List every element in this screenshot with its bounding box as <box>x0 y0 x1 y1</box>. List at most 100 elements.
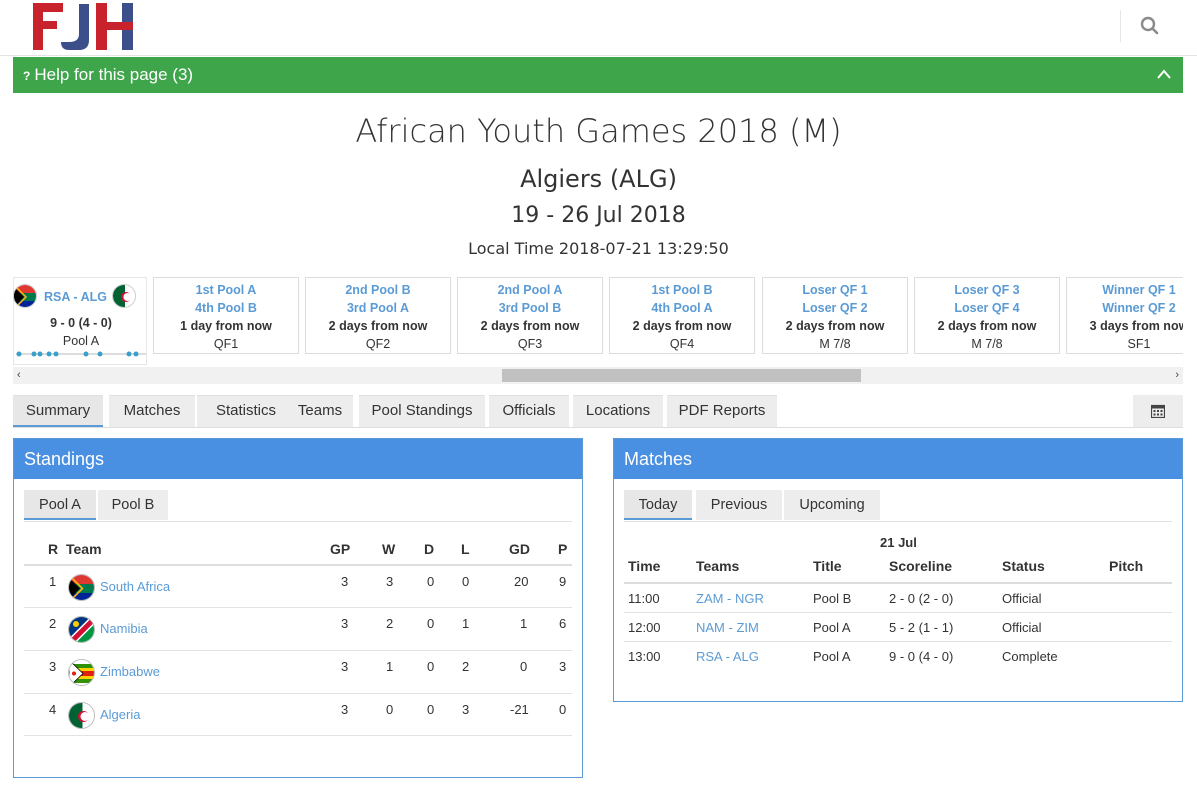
header-divider <box>1120 10 1121 42</box>
d: 0 <box>427 616 435 631</box>
gd: -21 <box>510 702 529 717</box>
tab-pool-standings[interactable]: Pool Standings <box>359 395 485 427</box>
fixture-when: 1 day from now <box>180 319 272 333</box>
fixture-team-a[interactable]: Loser QF 3 <box>954 283 1020 297</box>
fixture-team-b[interactable]: Loser QF 4 <box>954 301 1020 315</box>
team-link[interactable]: Zimbabwe <box>100 664 160 679</box>
col-w: W <box>382 541 396 557</box>
tab-upcoming[interactable]: Upcoming <box>784 490 880 520</box>
fixture-team-a[interactable]: 2nd Pool B <box>345 283 411 297</box>
goal-timeline <box>16 351 146 357</box>
rank: 3 <box>49 659 57 674</box>
flag-namibia-icon <box>68 616 95 643</box>
team-link[interactable]: Namibia <box>100 621 148 636</box>
gp: 3 <box>341 616 349 631</box>
help-bar[interactable]: ? Help for this page (3) <box>13 57 1183 93</box>
tab-matches[interactable]: Matches <box>109 395 195 427</box>
event-location: Algiers (ALG) <box>520 165 677 193</box>
col-d: D <box>424 541 435 557</box>
match-teams-link[interactable]: RSA - ALG <box>696 649 759 664</box>
w: 1 <box>386 659 394 674</box>
match-title: Pool A <box>813 649 851 664</box>
team-link[interactable]: Algeria <box>100 707 141 722</box>
rank: 1 <box>49 574 57 589</box>
tab-teams[interactable]: Teams <box>287 395 353 427</box>
tab-summary[interactable]: Summary <box>13 395 103 427</box>
calendar-button[interactable] <box>1133 395 1183 427</box>
calendar-icon <box>1151 404 1165 418</box>
col-rank: R <box>48 541 59 557</box>
matches-panel: Matches Today Previous Upcoming 21 Jul T… <box>613 438 1183 702</box>
fixture-team-b[interactable]: 4th Pool B <box>195 301 257 315</box>
fixture-code: M 7/8 <box>971 337 1003 351</box>
fixture-team-b[interactable]: 4th Pool A <box>651 301 713 315</box>
match-title: Pool A <box>813 620 851 635</box>
match-time: 11:00 <box>628 591 660 606</box>
fixture-when: 2 days from now <box>785 319 885 333</box>
tab-statistics[interactable]: Statistics <box>197 395 295 427</box>
fixture-code: QF4 <box>669 337 695 351</box>
tab-pool-b[interactable]: Pool B <box>98 490 168 520</box>
current-match-card[interactable]: RSA - ALG 9 - 0 (4 - 0) Pool A <box>13 277 147 365</box>
match-teams-link[interactable]: ZAM - NGR <box>696 591 764 606</box>
strip-scrollbar[interactable]: ‹ › <box>13 367 1183 384</box>
standings-heading: Standings <box>14 439 582 479</box>
chevron-up-icon[interactable] <box>1157 69 1171 79</box>
fixture-team-b[interactable]: Winner QF 2 <box>1102 301 1176 315</box>
fixture-team-a[interactable]: Winner QF 1 <box>1102 283 1176 297</box>
gp: 3 <box>341 702 349 717</box>
fixture-team-a[interactable]: 1st Pool A <box>195 283 257 297</box>
fih-logo[interactable] <box>33 2 135 52</box>
gd: 20 <box>514 574 529 589</box>
match-status: Official <box>1002 591 1042 606</box>
col-l: L <box>461 541 470 557</box>
fixture-card[interactable]: 1st Pool B 4th Pool A 2 days from now QF… <box>609 277 755 354</box>
fixture-code: QF2 <box>365 337 391 351</box>
l: 1 <box>462 616 470 631</box>
fixture-card[interactable]: Winner QF 1 Winner QF 2 3 days from now … <box>1066 277 1183 354</box>
table-row: 3 Zimbabwe 3 1 0 2 0 3 <box>24 650 572 693</box>
fixture-card[interactable]: 1st Pool A 4th Pool B 1 day from now QF1 <box>153 277 299 354</box>
table-row: 12:00 NAM - ZIM Pool A 5 - 2 (1 - 1) Off… <box>624 612 1172 641</box>
team-link[interactable]: South Africa <box>100 579 171 594</box>
tab-pdf-reports[interactable]: PDF Reports <box>667 395 777 427</box>
rank: 2 <box>49 616 57 631</box>
gp: 3 <box>341 574 349 589</box>
current-match-teams: RSA - ALG <box>13 284 148 310</box>
col-scoreline: Scoreline <box>889 558 953 574</box>
table-row: 4 Algeria 3 0 0 3 -21 0 <box>24 693 572 736</box>
event-title: African Youth Games 2018 (M) <box>355 112 842 150</box>
scroll-left-icon[interactable]: ‹ <box>17 369 21 381</box>
tab-pool-a[interactable]: Pool A <box>24 490 96 520</box>
gd: 1 <box>520 616 528 631</box>
flag-alg-icon <box>112 284 136 308</box>
fixture-team-a[interactable]: Loser QF 1 <box>802 283 868 297</box>
fixture-team-a[interactable]: 1st Pool B <box>651 283 713 297</box>
fixture-team-b[interactable]: Loser QF 2 <box>802 301 868 315</box>
fixture-card[interactable]: Loser QF 1 Loser QF 2 2 days from now M … <box>762 277 908 354</box>
tab-previous[interactable]: Previous <box>696 490 782 520</box>
search-icon[interactable] <box>1138 14 1162 38</box>
tab-today[interactable]: Today <box>624 490 692 520</box>
fixture-card[interactable]: Loser QF 3 Loser QF 4 2 days from now M … <box>914 277 1060 354</box>
col-team: Team <box>66 541 102 557</box>
fixture-card[interactable]: 2nd Pool B 3rd Pool A 2 days from now QF… <box>305 277 451 354</box>
tab-locations[interactable]: Locations <box>573 395 663 427</box>
fixture-card[interactable]: 2nd Pool A 3rd Pool B 2 days from now QF… <box>457 277 603 354</box>
fixture-team-b[interactable]: 3rd Pool A <box>346 301 410 315</box>
col-title: Title <box>813 558 842 574</box>
top-header <box>0 0 1197 56</box>
scroll-right-icon[interactable]: › <box>1175 369 1179 381</box>
fixture-team-a[interactable]: 2nd Pool A <box>497 283 563 297</box>
main-tabs: Summary Matches Statistics Teams Pool St… <box>13 395 1183 428</box>
fixture-code: SF1 <box>1127 337 1151 351</box>
event-dates: 19 - 26 Jul 2018 <box>511 203 686 228</box>
col-pitch: Pitch <box>1109 558 1144 574</box>
p: 9 <box>559 574 567 589</box>
scrollbar-thumb[interactable] <box>502 369 861 382</box>
tab-officials[interactable]: Officials <box>489 395 569 427</box>
col-p: P <box>558 541 568 557</box>
match-teams-link[interactable]: NAM - ZIM <box>696 620 759 635</box>
l: 2 <box>462 659 470 674</box>
fixture-team-b[interactable]: 3rd Pool B <box>498 301 562 315</box>
